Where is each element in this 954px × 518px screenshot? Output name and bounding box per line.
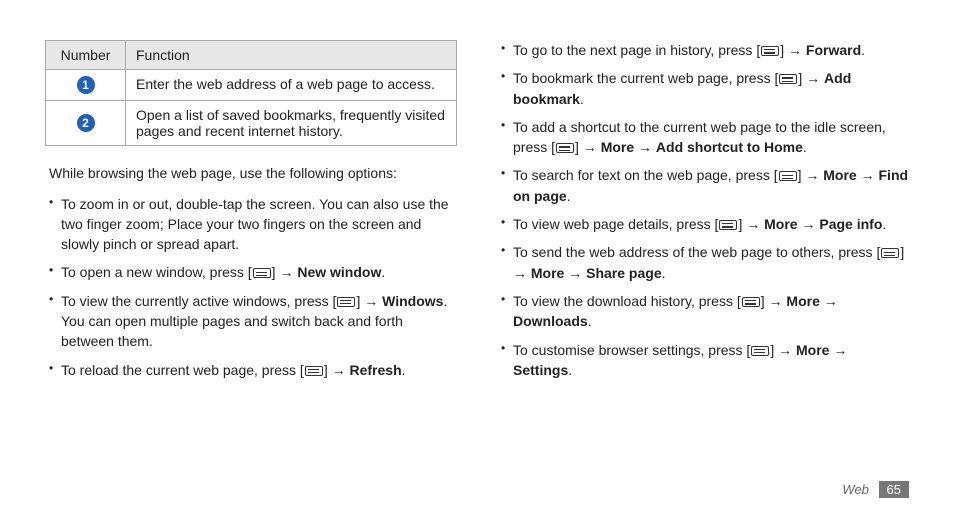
left-column: Number Function 1 Enter the web address … — [45, 40, 457, 388]
menu-icon — [779, 171, 797, 181]
menu-icon — [305, 366, 323, 376]
list-item: To view the download history, press [] →… — [501, 291, 909, 332]
list-item: To bookmark the current web page, press … — [501, 68, 909, 109]
badge-icon: 1 — [77, 76, 95, 94]
menu-icon — [751, 346, 769, 356]
list-item: To go to the next page in history, press… — [501, 40, 909, 60]
menu-icon — [881, 248, 899, 258]
menu-icon — [761, 46, 779, 56]
list-item: To zoom in or out, double-tap the screen… — [49, 194, 457, 255]
list-item: To add a shortcut to the current web pag… — [501, 117, 909, 158]
lead-text: While browsing the web page, use the fol… — [49, 164, 457, 184]
menu-icon — [779, 74, 797, 84]
badge-icon: 2 — [77, 114, 95, 132]
list-item: To reload the current web page, press []… — [49, 360, 457, 380]
right-bullet-list: To go to the next page in history, press… — [497, 40, 909, 380]
table-row: 1 Enter the web address of a web page to… — [46, 70, 457, 101]
list-item: To send the web address of the web page … — [501, 242, 909, 283]
table-cell-text: Open a list of saved bookmarks, frequent… — [126, 101, 457, 146]
list-item: To open a new window, press [] → New win… — [49, 262, 457, 282]
page-footer: Web 65 — [842, 481, 909, 498]
menu-icon — [337, 297, 355, 307]
function-table: Number Function 1 Enter the web address … — [45, 40, 457, 146]
menu-icon — [742, 297, 760, 307]
menu-icon — [556, 143, 574, 153]
page-number: 65 — [879, 481, 909, 498]
right-column: To go to the next page in history, press… — [497, 40, 909, 388]
list-item: To customise browser settings, press [] … — [501, 340, 909, 381]
left-bullet-list: To zoom in or out, double-tap the screen… — [45, 194, 457, 380]
list-item: To view the currently active windows, pr… — [49, 291, 457, 352]
list-item: To search for text on the web page, pres… — [501, 165, 909, 206]
th-number: Number — [46, 41, 126, 70]
section-label: Web — [842, 482, 869, 497]
list-item: To view web page details, press [] → Mor… — [501, 214, 909, 234]
menu-icon — [253, 268, 271, 278]
th-function: Function — [126, 41, 457, 70]
table-row: 2 Open a list of saved bookmarks, freque… — [46, 101, 457, 146]
menu-icon — [719, 220, 737, 230]
table-cell-text: Enter the web address of a web page to a… — [126, 70, 457, 101]
